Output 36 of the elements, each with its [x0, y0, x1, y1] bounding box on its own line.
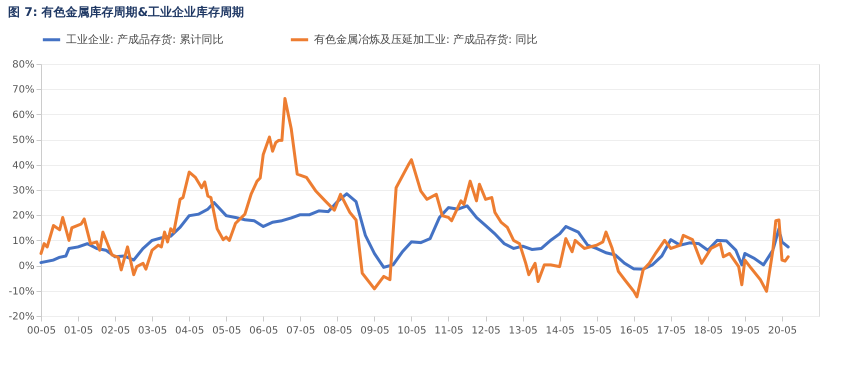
- x-tick-label: 04-05: [175, 326, 204, 336]
- x-tick-label: 18-05: [694, 326, 723, 336]
- y-tick-label: 20%: [12, 210, 34, 222]
- line-series: [40, 97, 790, 298]
- x-tick-label: 00-05: [26, 326, 56, 336]
- x-tick-label: 15-05: [582, 326, 612, 336]
- legend-label: 有色金属冶炼及压延加工业: 产成品存货: 同比: [314, 32, 538, 46]
- x-tick-label: 05-05: [212, 326, 242, 336]
- y-tick-label: 30%: [12, 186, 34, 196]
- x-tick-label: 17-05: [656, 326, 686, 336]
- x-tick-label: 12-05: [472, 326, 501, 336]
- legend-label: 工业企业: 产成品存货: 累计同比: [66, 32, 224, 46]
- x-tick-label: 19-05: [730, 326, 760, 336]
- x-tick-label: 20-05: [768, 326, 798, 336]
- y-tick-label: 70%: [12, 84, 34, 96]
- chart-title: 图 7: 有色金属库存周期&工业企业库存周期: [8, 5, 244, 19]
- x-tick-label: 07-05: [286, 326, 316, 336]
- y-tick-label: 0%: [18, 261, 34, 272]
- y-tick-label: 40%: [12, 160, 34, 172]
- y-tick-label: -20%: [8, 312, 34, 322]
- x-tick-label: 08-05: [323, 326, 352, 336]
- x-tick-label: 01-05: [64, 326, 94, 336]
- x-tick-label: 02-05: [101, 326, 130, 336]
- y-tick-label: 80%: [12, 60, 34, 70]
- x-tick-label: 03-05: [138, 326, 168, 336]
- x-tick-label: 16-05: [620, 326, 649, 336]
- y-tick-label: 10%: [12, 236, 34, 247]
- x-tick-label: 10-05: [397, 326, 426, 336]
- x-tick-label: 09-05: [360, 326, 390, 336]
- y-tick-label: -10%: [8, 286, 34, 298]
- x-tick-label: 06-05: [249, 326, 278, 336]
- x-tick-label: 13-05: [508, 326, 538, 336]
- x-tick-label: 11-05: [434, 326, 464, 336]
- y-tick-label: 60%: [12, 110, 34, 121]
- x-tick-label: 14-05: [546, 326, 575, 336]
- y-tick-label: 50%: [12, 135, 34, 146]
